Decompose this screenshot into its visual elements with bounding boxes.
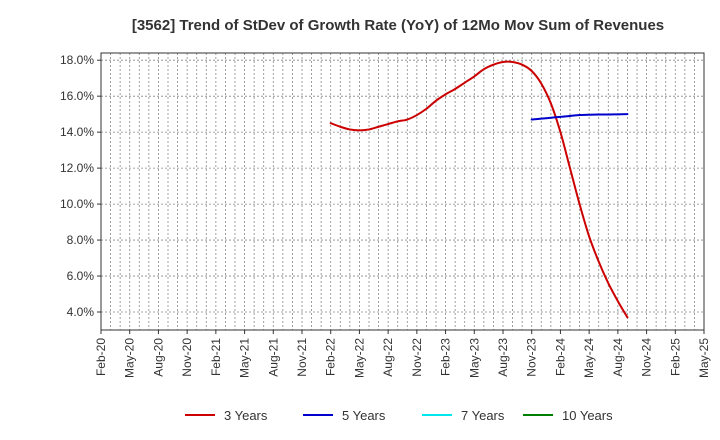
x-tick-label: May-24 [582,338,596,378]
x-axis-ticks: Feb-20 May-20 Aug-20 Nov-20 Feb-21 May-21 Aug-… [94,330,711,378]
legend-item-3-years: 3 Years [185,408,268,423]
series-layer [329,60,629,319]
legend-item-5-years: 5 Years [303,408,386,423]
x-tick-label: Aug-24 [611,338,625,377]
y-tick-label: 8.0% [67,233,95,247]
legend-label: 5 Years [342,408,386,423]
legend-item-7-years: 7 Years [422,408,505,423]
x-tick-label: May-20 [123,338,137,378]
y-tick-label: 18.0% [60,53,94,67]
x-tick-label: Nov-20 [180,338,194,377]
legend-label: 10 Years [562,408,613,423]
x-tick-label: May-25 [697,338,711,378]
x-tick-label: Aug-21 [266,338,280,377]
legend: 3 Years 5 Years 7 Years 10 Years [185,408,613,423]
y-tick-label: 16.0% [60,89,94,103]
y-tick-label: 6.0% [67,269,95,283]
x-tick-label: Feb-20 [94,338,108,376]
x-tick-label: Feb-24 [553,338,567,376]
x-tick-label: Nov-21 [295,338,309,377]
x-tick-label: Feb-22 [324,338,338,376]
x-tick-label: May-22 [352,338,366,378]
x-tick-label: Aug-22 [381,338,395,377]
legend-label: 3 Years [224,408,268,423]
x-tick-label: Nov-24 [640,338,654,377]
chart-title: [3562] Trend of StDev of Growth Rate (Yo… [132,17,664,34]
series-line-3-years [329,60,629,319]
x-tick-label: Feb-21 [209,338,223,376]
y-tick-label: 12.0% [60,161,94,175]
y-tick-label: 10.0% [60,197,94,211]
legend-label: 7 Years [461,408,505,423]
x-tick-label: Aug-20 [151,338,165,377]
x-tick-label: Aug-23 [496,338,510,377]
y-tick-label: 14.0% [60,125,94,139]
x-tick-label: May-23 [467,338,481,378]
x-tick-label: May-21 [238,338,252,378]
plot-area-border [100,52,705,331]
y-tick-label: 4.0% [67,305,95,319]
x-tick-label: Nov-22 [410,338,424,377]
legend-item-10-years: 10 Years [523,408,613,423]
grid-layer [101,53,704,330]
x-tick-label: Nov-23 [525,338,539,377]
x-tick-label: Feb-23 [439,338,453,376]
series-line-5-years [530,113,629,121]
y-axis-ticks: 4.0% 6.0% 8.0% 10.0% 12.0% 14.0% 16.0% 18.0% [60,53,101,319]
x-tick-label: Feb-25 [668,338,682,376]
